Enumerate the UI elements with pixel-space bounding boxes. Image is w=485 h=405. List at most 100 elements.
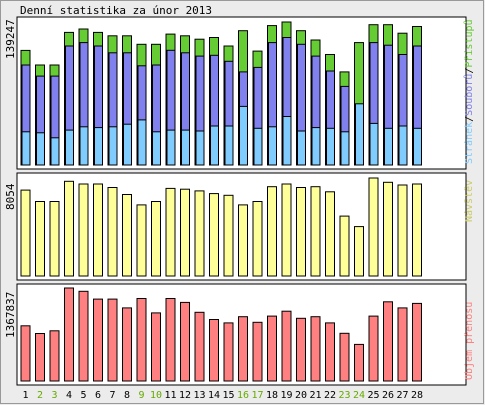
legend-visits: Návštěv <box>463 180 475 222</box>
bar-transfer-24 <box>354 343 364 382</box>
bar-visits-20 <box>296 187 306 277</box>
x-label-day: 9 <box>138 390 144 401</box>
x-label-day: 14 <box>208 390 220 401</box>
bar-stránek-27 <box>398 125 408 166</box>
legend-pages: Stránek <box>463 122 475 164</box>
bar-visits-2 <box>35 201 45 277</box>
bar-stránek-25 <box>369 122 379 166</box>
legend-sep-1: / <box>464 116 475 122</box>
legend-hits: Přístupů <box>463 19 475 67</box>
bar-visits-16 <box>238 204 248 277</box>
bar-visits-12 <box>180 188 190 277</box>
bar-transfer-4 <box>64 287 74 382</box>
bar-visits-24 <box>354 226 364 277</box>
bar-visits-15 <box>223 194 234 277</box>
bar-transfer-14 <box>209 319 219 382</box>
bar-transfer-2 <box>35 333 45 382</box>
bar-stránek-1 <box>21 131 31 166</box>
x-label-day: 18 <box>266 390 278 401</box>
x-axis-labels: 1 2 3 4 5 6 7 8 9 10 11 12 13 14 15 16 17 18 19 20 21 22 23 24 2… <box>22 390 423 401</box>
bar-stránek-2 <box>36 132 45 166</box>
bar-stránek-24 <box>355 103 364 166</box>
bar-visits-23 <box>339 215 350 277</box>
bar-stránek-13 <box>195 130 205 166</box>
bar-visits-3 <box>49 201 60 277</box>
bar-stránek-9 <box>137 119 147 166</box>
bar-transfer-8 <box>122 307 132 382</box>
bar-visits-27 <box>397 184 408 277</box>
bar-stránek-21 <box>311 127 321 166</box>
legend-files: Souborů <box>463 74 475 116</box>
bar-visits-5 <box>78 183 89 277</box>
bar-visits-8 <box>122 194 132 277</box>
bar-transfer-27 <box>397 307 408 382</box>
bar-stránek-26 <box>384 127 393 166</box>
bar-visits-14 <box>209 193 219 277</box>
bar-stránek-22 <box>326 127 335 166</box>
bar-transfer-23 <box>339 332 350 382</box>
bar-visits-17 <box>252 201 263 277</box>
x-label-day: 27 <box>396 390 408 401</box>
bar-transfer-19 <box>281 310 292 382</box>
x-label-day: 26 <box>382 390 394 401</box>
x-label-day: 12 <box>179 390 191 401</box>
bar-transfer-13 <box>194 311 205 382</box>
bar-transfer-10 <box>151 312 161 382</box>
bar-stránek-16 <box>239 105 248 166</box>
bar-stránek-23 <box>340 131 350 166</box>
bar-transfer-3 <box>49 330 60 382</box>
bar-stránek-14 <box>210 125 219 166</box>
bar-stránek-15 <box>224 125 234 166</box>
x-label-day: 1 <box>22 390 28 401</box>
bar-stránek-4 <box>65 129 74 166</box>
legend-sep-2: / <box>464 68 475 74</box>
x-label-day: 15 <box>222 390 234 401</box>
y-max-label-visits: 8054 <box>4 183 17 210</box>
x-label-day: 16 <box>237 390 249 401</box>
x-label-day: 7 <box>109 390 115 401</box>
bar-transfer-1 <box>20 325 31 382</box>
bar-visits-4 <box>64 180 74 277</box>
legend-hits-files-pages: Stránek/Souborů/Přístupů <box>463 19 475 164</box>
bar-transfer-18 <box>267 315 277 382</box>
x-label-day: 11 <box>164 390 176 401</box>
bar-stránek-10 <box>152 131 161 166</box>
bar-visits-18 <box>267 186 277 277</box>
bar-stránek-17 <box>253 127 263 166</box>
bar-visits-10 <box>151 201 161 277</box>
x-label-day: 23 <box>338 390 350 401</box>
bar-stránek-12 <box>181 129 190 166</box>
x-label-day: 2 <box>37 390 43 401</box>
bar-stránek-8 <box>123 123 132 166</box>
bar-visits-25 <box>368 177 379 277</box>
bar-transfer-16 <box>238 316 248 382</box>
x-label-day: 8 <box>124 390 130 401</box>
bars-layer <box>20 21 422 382</box>
bar-stránek-3 <box>50 137 60 166</box>
bar-transfer-22 <box>325 322 335 382</box>
bar-transfer-12 <box>180 301 190 382</box>
bar-transfer-5 <box>78 290 89 382</box>
bar-stránek-18 <box>268 126 277 166</box>
y-max-label-hits: 139247 <box>4 19 17 59</box>
bar-stránek-20 <box>297 130 306 166</box>
bar-transfer-15 <box>223 322 234 382</box>
bar-transfer-21 <box>310 316 321 382</box>
y-max-label-transfer: 1367837 <box>4 292 17 338</box>
bar-visits-19 <box>281 183 292 277</box>
x-label-day: 19 <box>280 390 292 401</box>
x-label-day: 22 <box>324 390 336 401</box>
bar-visits-26 <box>383 181 393 277</box>
x-label-day: 3 <box>51 390 57 401</box>
bar-transfer-20 <box>296 317 306 382</box>
bar-visits-21 <box>310 186 321 277</box>
bar-transfer-7 <box>107 298 118 382</box>
x-label-day: 4 <box>66 390 72 401</box>
x-label-day: 24 <box>353 390 365 401</box>
bar-visits-9 <box>136 204 147 277</box>
bar-visits-28 <box>412 183 422 277</box>
bar-stránek-19 <box>282 116 292 166</box>
bar-visits-13 <box>194 190 205 277</box>
x-label-day: 6 <box>95 390 101 401</box>
